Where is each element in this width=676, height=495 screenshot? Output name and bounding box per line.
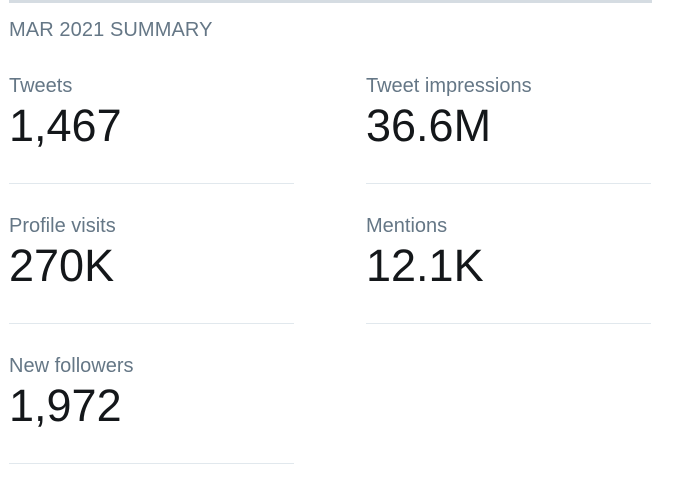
top-divider bbox=[9, 0, 652, 3]
stat-value: 1,467 bbox=[9, 100, 122, 151]
stat-value: 270K bbox=[9, 240, 115, 291]
stat-label: Profile visits bbox=[9, 215, 116, 237]
stat-value: 1,972 bbox=[9, 380, 122, 431]
stat-label: New followers bbox=[9, 355, 134, 377]
stat-profile-visits: Profile visits 270K bbox=[9, 215, 294, 355]
stat-divider bbox=[9, 463, 294, 464]
stat-new-followers: New followers 1,972 bbox=[9, 355, 294, 495]
stat-tweet-impressions: Tweet impressions 36.6M bbox=[366, 75, 651, 215]
stat-divider bbox=[366, 323, 651, 324]
stat-tweets: Tweets 1,467 bbox=[9, 75, 294, 215]
summary-title: MAR 2021 SUMMARY bbox=[9, 19, 213, 41]
stat-divider bbox=[366, 183, 651, 184]
stat-label: Tweets bbox=[9, 75, 73, 97]
stat-divider bbox=[9, 323, 294, 324]
stat-value: 36.6M bbox=[366, 100, 492, 151]
stat-value: 12.1K bbox=[366, 240, 484, 291]
stat-label: Tweet impressions bbox=[366, 75, 532, 97]
stat-divider bbox=[9, 183, 294, 184]
stat-mentions: Mentions 12.1K bbox=[366, 215, 651, 355]
stat-label: Mentions bbox=[366, 215, 448, 237]
